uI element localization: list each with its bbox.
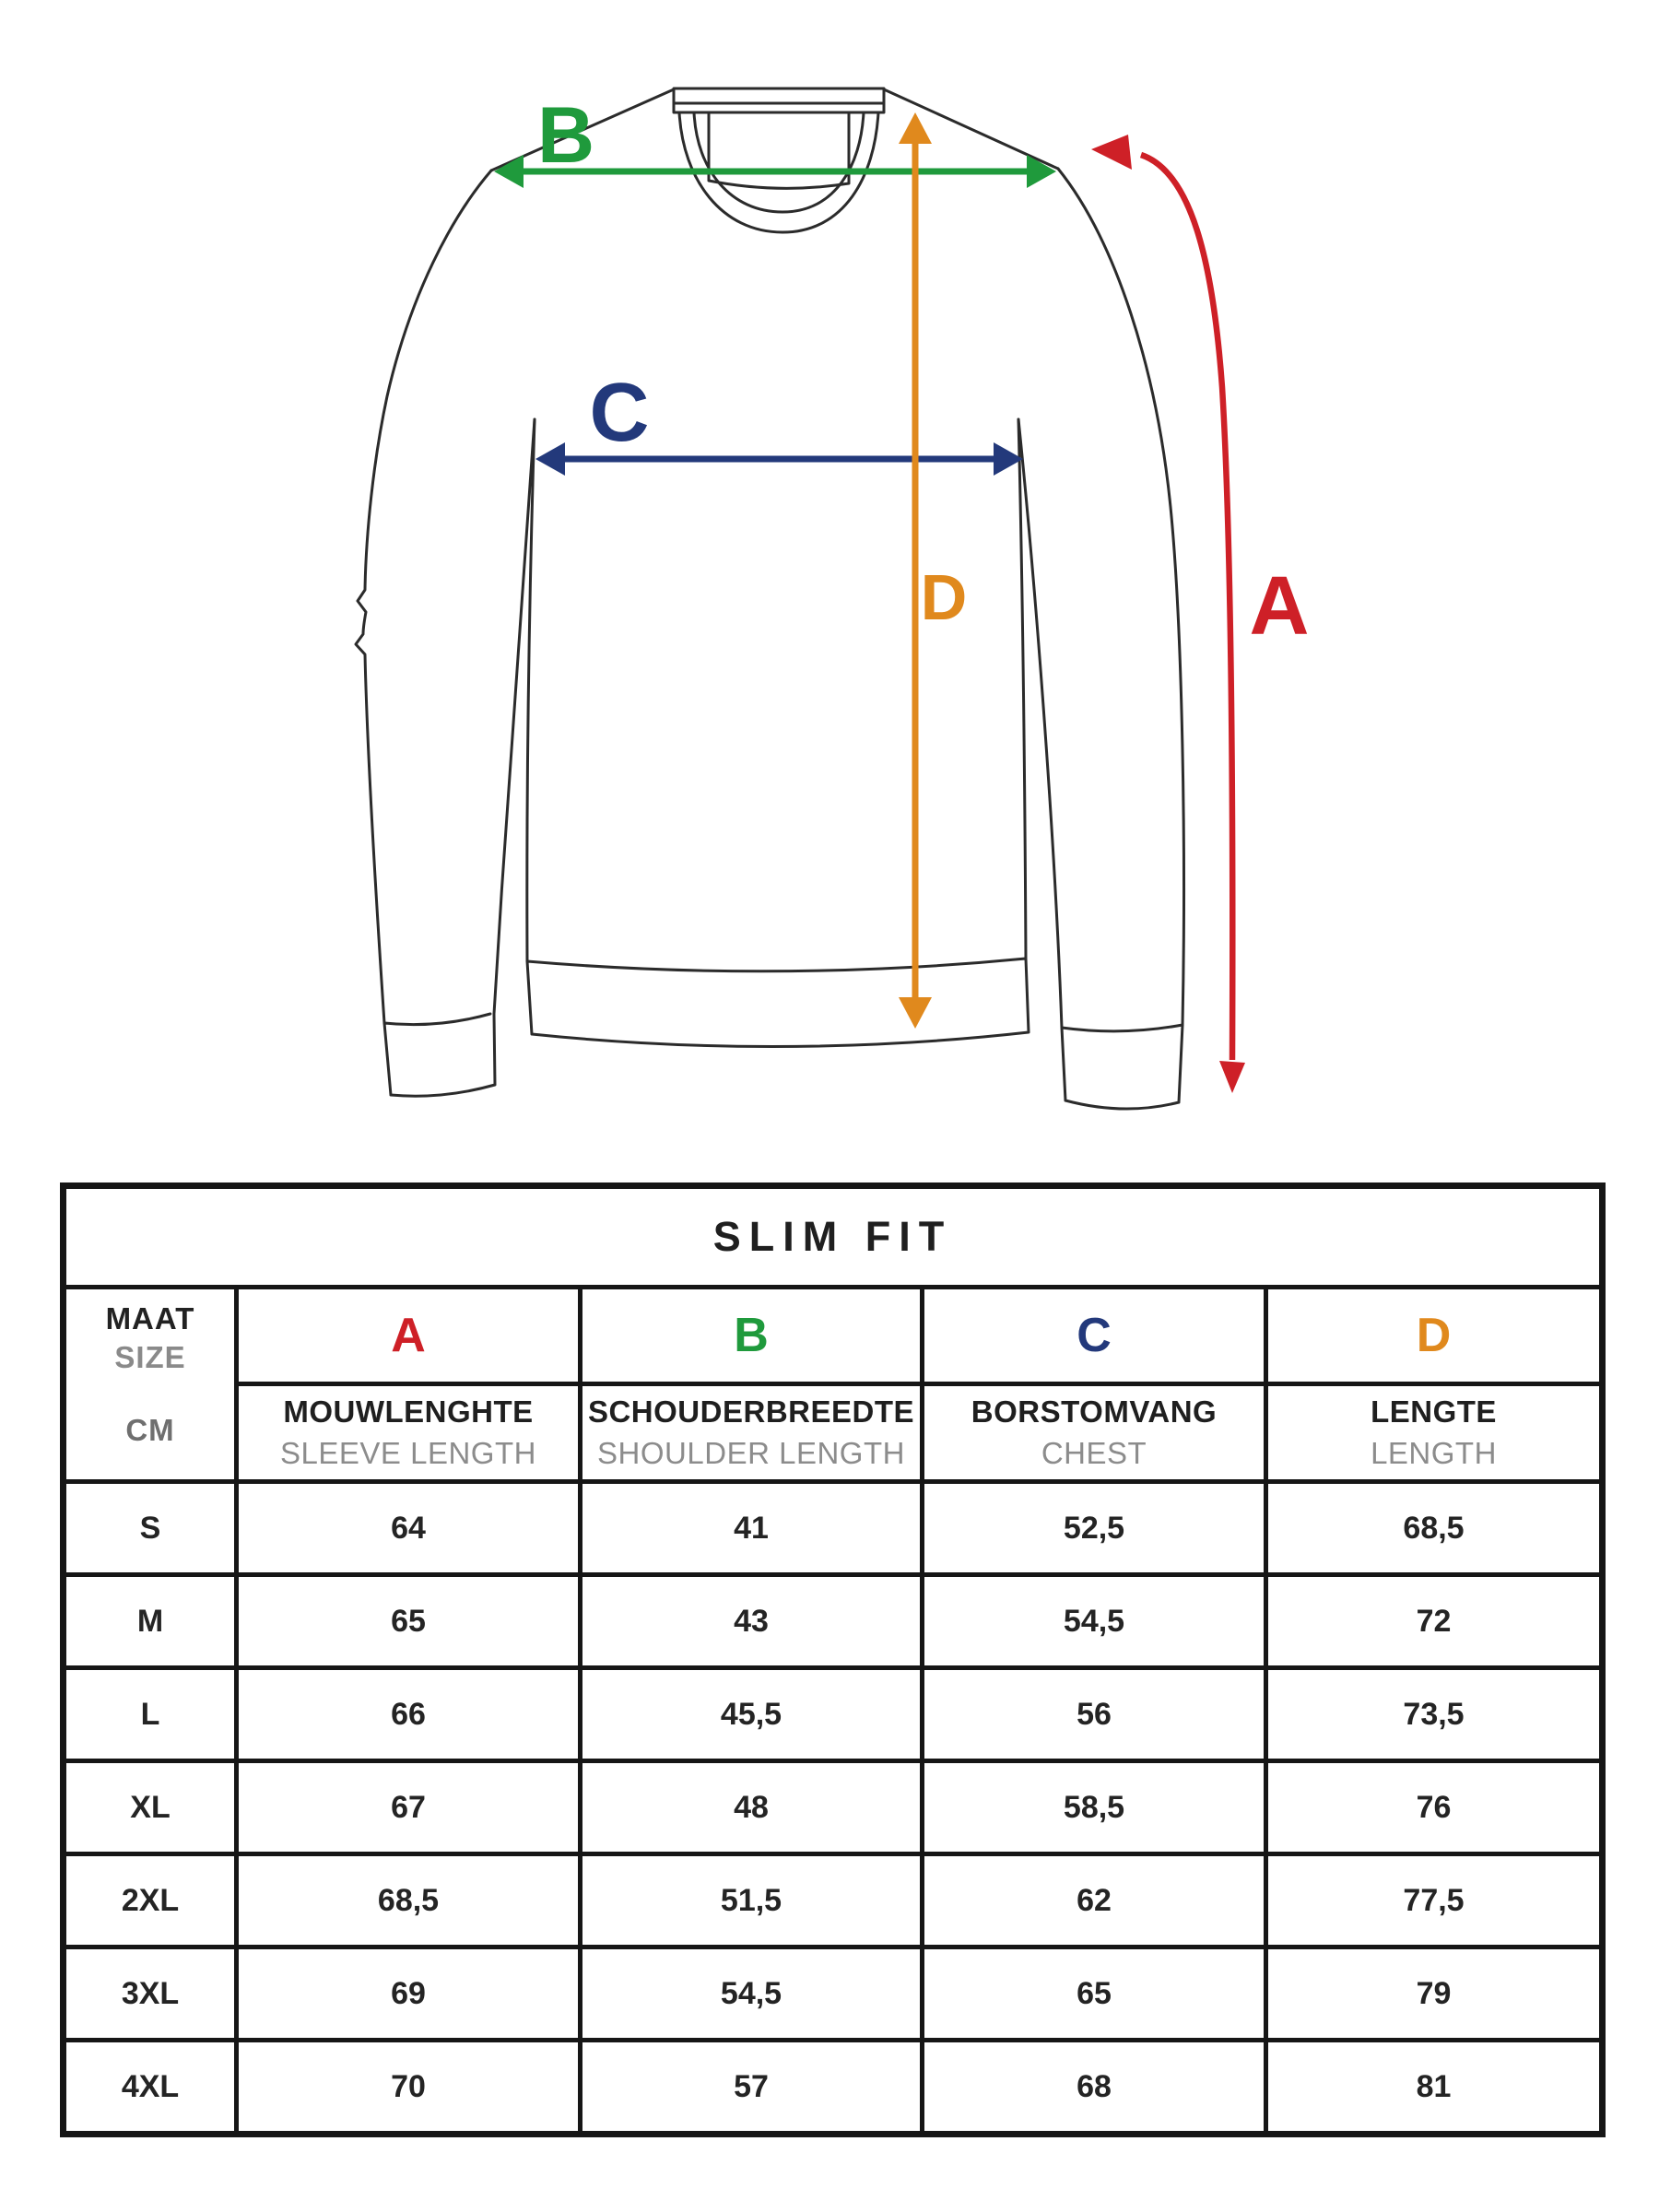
table-row: XL 67 48 58,5 76 bbox=[61, 1759, 1605, 1856]
measurement-value: 43 bbox=[578, 1572, 924, 1670]
left-sleeve-inner bbox=[492, 418, 536, 1016]
fit-title: SLIM FIT bbox=[61, 1183, 1605, 1289]
label-dutch: BORSTOMVANG bbox=[971, 1394, 1218, 1429]
sweater-drawing bbox=[354, 87, 1185, 1111]
size-table: SLIM FIT MAAT SIZE CM A B C D bbox=[60, 1182, 1606, 2137]
waistband bbox=[525, 957, 1030, 1048]
body-left-edge bbox=[525, 418, 536, 963]
row-size-label: S bbox=[61, 1479, 239, 1577]
right-sleeve-outer bbox=[1056, 167, 1185, 1027]
table-row: 3XL 69 54,5 65 79 bbox=[61, 1945, 1605, 2042]
column-letter-c: C bbox=[920, 1285, 1268, 1386]
unit-label: CM bbox=[125, 1413, 175, 1447]
measurement-value: 67 bbox=[234, 1759, 582, 1856]
row-size-label: M bbox=[61, 1572, 239, 1670]
measurement-value: 81 bbox=[1264, 2038, 1605, 2136]
column-label-a: MOUWLENGHTE SLEEVE LENGTH bbox=[234, 1382, 582, 1484]
column-label-d: LENGTE LENGTH bbox=[1264, 1382, 1605, 1484]
column-letter-a: A bbox=[234, 1285, 582, 1386]
body-right-edge bbox=[1017, 418, 1028, 960]
collar-band bbox=[672, 87, 886, 114]
measurement-value: 73,5 bbox=[1264, 1665, 1605, 1763]
measurement-arrow-c bbox=[535, 442, 1023, 476]
label-english: LENGTH bbox=[1371, 1435, 1497, 1470]
measurement-label-d: D bbox=[921, 561, 968, 633]
measurement-value: 41 bbox=[578, 1479, 924, 1577]
size-header-cell: MAAT SIZE CM bbox=[61, 1285, 239, 1484]
size-header-english: SIZE bbox=[114, 1339, 186, 1374]
measurement-value: 68,5 bbox=[1264, 1479, 1605, 1577]
label-english: CHEST bbox=[1041, 1435, 1147, 1470]
measurement-label-c: C bbox=[590, 367, 650, 459]
collar-rib-curve bbox=[692, 111, 865, 214]
measurement-value: 57 bbox=[578, 2038, 924, 2136]
table-row: M 65 43 54,5 72 bbox=[61, 1572, 1605, 1670]
column-label-b: SCHOUDERBREEDTE SHOULDER LENGTH bbox=[578, 1382, 924, 1484]
measurement-value: 72 bbox=[1264, 1572, 1605, 1670]
measurement-value: 45,5 bbox=[578, 1665, 924, 1763]
row-size-label: L bbox=[61, 1665, 239, 1763]
measurement-value: 58,5 bbox=[920, 1759, 1268, 1856]
measurement-value: 70 bbox=[234, 2038, 582, 2136]
measurement-arrow-d bbox=[899, 112, 932, 1029]
left-cuff bbox=[382, 1012, 497, 1098]
measurement-value: 48 bbox=[578, 1759, 924, 1856]
table-row: 2XL 68,5 51,5 62 77,5 bbox=[61, 1852, 1605, 1949]
row-size-label: 2XL bbox=[61, 1852, 239, 1949]
measurement-value: 56 bbox=[920, 1665, 1268, 1763]
measurement-value: 68,5 bbox=[234, 1852, 582, 1949]
measurement-value: 76 bbox=[1264, 1759, 1605, 1856]
measurement-value: 62 bbox=[920, 1852, 1268, 1949]
column-label-c: BORSTOMVANG CHEST bbox=[920, 1382, 1268, 1484]
column-letter-b: B bbox=[578, 1285, 924, 1386]
measurement-value: 54,5 bbox=[578, 1945, 924, 2042]
label-dutch: SCHOUDERBREEDTE bbox=[587, 1394, 915, 1429]
size-table-body: S 64 41 52,5 68,5 M 65 43 54,5 72 L 66 45,5 56 73,5 XL 6… bbox=[61, 1479, 1605, 2136]
measurement-value: 65 bbox=[920, 1945, 1268, 2042]
shoulder-seam-right bbox=[882, 88, 1060, 171]
label-dutch: MOUWLENGHTE bbox=[283, 1394, 534, 1429]
table-row: S 64 41 52,5 68,5 bbox=[61, 1479, 1605, 1577]
label-english: SLEEVE LENGTH bbox=[280, 1435, 536, 1470]
measurement-value: 52,5 bbox=[920, 1479, 1268, 1577]
row-size-label: 3XL bbox=[61, 1945, 239, 2042]
measurement-value: 51,5 bbox=[578, 1852, 924, 1949]
measurement-value: 77,5 bbox=[1264, 1852, 1605, 1949]
right-sleeve-inner bbox=[1017, 418, 1064, 1030]
table-row: 4XL 70 57 68 81 bbox=[61, 2038, 1605, 2136]
label-dutch: LENGTE bbox=[1371, 1394, 1497, 1429]
row-size-label: 4XL bbox=[61, 2038, 239, 2136]
table-label-row: MOUWLENGHTE SLEEVE LENGTH SCHOUDERBREEDT… bbox=[64, 1382, 1605, 1484]
measurement-value: 66 bbox=[234, 1665, 582, 1763]
column-letter-d: D bbox=[1264, 1285, 1605, 1386]
measurement-arrow-b bbox=[494, 155, 1056, 188]
row-size-label: XL bbox=[61, 1759, 239, 1856]
right-cuff bbox=[1060, 1023, 1184, 1111]
measurement-label-a: A bbox=[1250, 560, 1310, 653]
label-english: SHOULDER LENGTH bbox=[597, 1435, 905, 1470]
measurement-value: 79 bbox=[1264, 1945, 1605, 2042]
measurement-label-b: B bbox=[537, 91, 594, 180]
table-row: L 66 45,5 56 73,5 bbox=[61, 1665, 1605, 1763]
measurement-value: 69 bbox=[234, 1945, 582, 2042]
measurement-arrow-a bbox=[1091, 135, 1245, 1093]
table-title-row: SLIM FIT bbox=[61, 1183, 1605, 1289]
left-sleeve-outer bbox=[354, 169, 493, 1025]
measurement-value: 65 bbox=[234, 1572, 582, 1670]
size-header-dutch: MAAT bbox=[105, 1301, 195, 1336]
table-letter-row: MAAT SIZE CM A B C D bbox=[61, 1285, 1605, 1484]
collar-label-box bbox=[707, 111, 851, 190]
measurement-value: 68 bbox=[920, 2038, 1268, 2136]
sweater-measurement-diagram: B C D A bbox=[354, 87, 1310, 1111]
measurement-value: 54,5 bbox=[920, 1572, 1268, 1670]
measurement-value: 64 bbox=[234, 1479, 582, 1577]
